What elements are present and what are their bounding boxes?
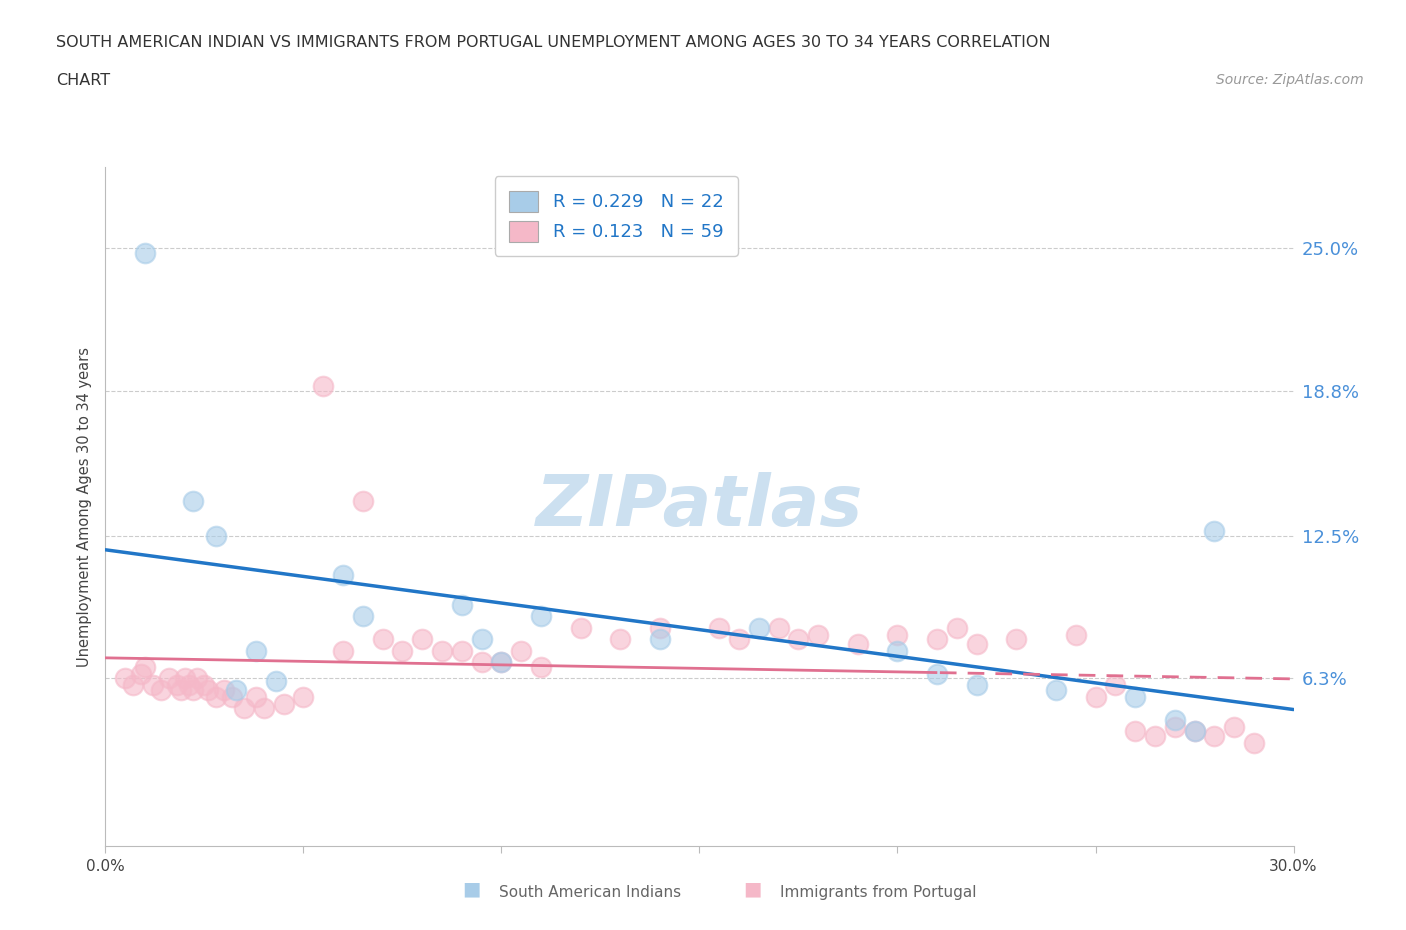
Point [233,701,256,716]
Point [166,678,188,693]
Point [1164,712,1187,727]
Point [1204,728,1226,743]
Point [491,655,513,670]
Point [173,671,195,685]
Point [1143,728,1166,743]
Point [748,620,770,635]
Point [225,683,247,698]
Point [371,631,394,646]
Point [1243,736,1265,751]
Point [886,627,908,642]
Point [245,644,267,658]
Point [142,678,165,693]
Point [1123,724,1146,738]
Point [1123,689,1146,704]
Point [530,659,553,674]
Text: Source: ZipAtlas.com: Source: ZipAtlas.com [1216,73,1364,86]
Point [214,683,236,698]
Point [391,644,413,658]
Point [648,631,671,646]
Text: SOUTH AMERICAN INDIAN VS IMMIGRANTS FROM PORTUGAL UNEMPLOYMENT AMONG AGES 30 TO : SOUTH AMERICAN INDIAN VS IMMIGRANTS FROM… [56,35,1050,50]
Point [648,620,671,635]
Point [264,673,287,688]
Point [273,697,295,711]
Point [1223,719,1246,734]
Point [114,671,136,685]
Point [134,246,156,260]
Legend: R = 0.229   N = 22, R = 0.123   N = 59: R = 0.229 N = 22, R = 0.123 N = 59 [495,177,738,256]
Point [886,644,908,658]
Point [510,644,533,658]
Point [787,631,810,646]
Point [197,683,219,698]
Point [807,627,830,642]
Point [1045,683,1067,698]
Point [352,609,374,624]
Point [966,678,988,693]
Point [181,494,204,509]
Point [609,631,631,646]
Point [450,597,472,612]
Point [925,631,948,646]
Point [530,609,553,624]
Point [768,620,790,635]
Point [709,620,731,635]
Point [205,689,228,704]
Point [1164,719,1187,734]
Point [728,631,751,646]
Point [134,659,156,674]
Point [1084,689,1107,704]
Point [177,678,200,693]
Text: CHART: CHART [56,73,110,87]
Point [846,636,869,651]
Point [193,678,215,693]
Point [157,671,180,685]
Point [471,655,494,670]
Point [430,644,453,658]
Text: Immigrants from Portugal: Immigrants from Portugal [780,884,977,899]
Point [170,683,193,698]
Text: South American Indians: South American Indians [499,884,682,899]
Point [205,528,228,543]
Point [1104,678,1126,693]
Point [966,636,988,651]
Point [569,620,592,635]
Point [1184,724,1206,738]
Point [332,644,354,658]
Point [946,620,969,635]
Point [1064,627,1087,642]
Point [1184,724,1206,738]
Point [352,494,374,509]
Point [411,631,433,646]
Text: ZIPatlas: ZIPatlas [536,472,863,541]
Point [253,701,276,716]
Point [245,689,267,704]
Point [1005,631,1028,646]
Point [181,683,204,698]
Y-axis label: Unemployment Among Ages 30 to 34 years: Unemployment Among Ages 30 to 34 years [77,347,93,667]
Point [312,379,335,393]
Point [471,631,494,646]
Point [1204,524,1226,538]
Text: ■: ■ [461,880,481,898]
Point [925,666,948,681]
Text: ■: ■ [742,880,762,898]
Point [491,655,513,670]
Point [292,689,315,704]
Point [122,678,145,693]
Point [186,671,208,685]
Point [129,666,152,681]
Point [221,689,243,704]
Point [149,683,172,698]
Point [450,644,472,658]
Point [332,567,354,582]
